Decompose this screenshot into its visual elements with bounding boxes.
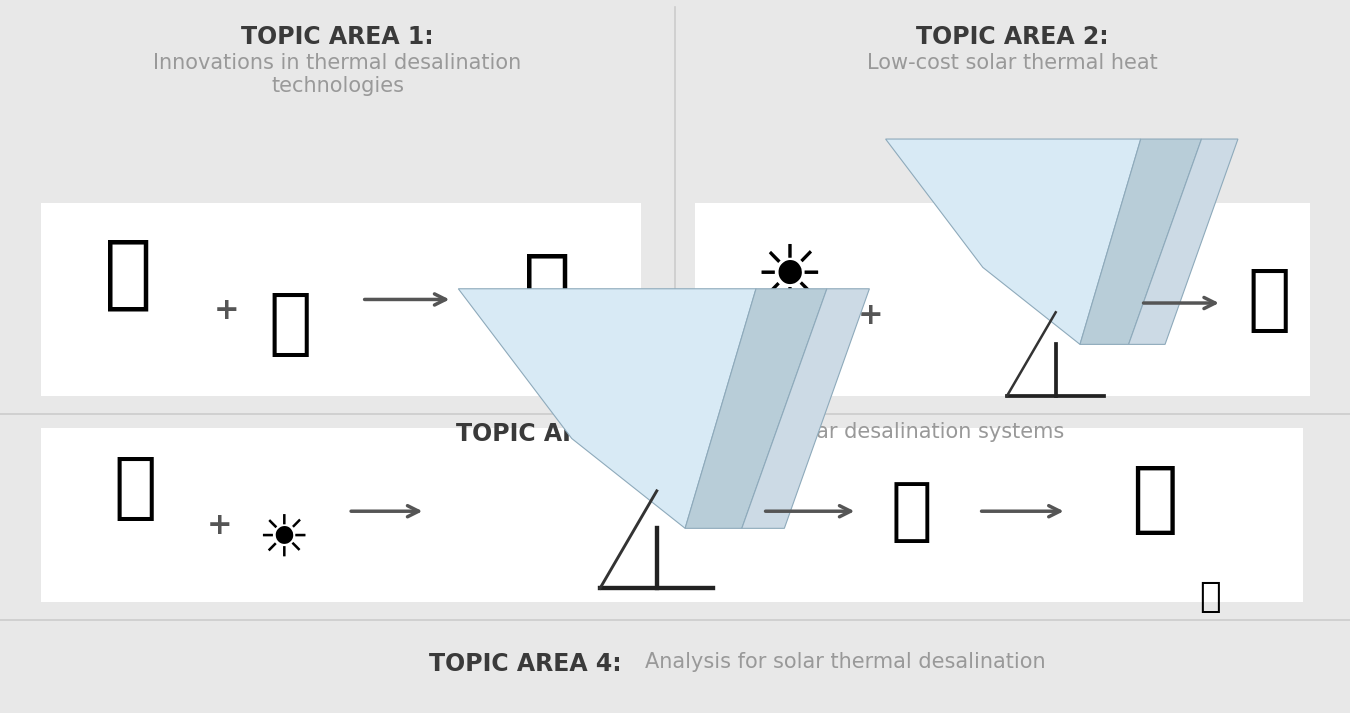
Polygon shape: [1129, 139, 1238, 344]
Polygon shape: [1080, 139, 1202, 344]
Text: +: +: [208, 511, 232, 540]
Text: ☀: ☀: [258, 511, 309, 568]
Text: TOPIC AREA 1:: TOPIC AREA 1:: [242, 25, 433, 49]
FancyBboxPatch shape: [40, 428, 1303, 602]
Text: TOPIC AREA 3:: TOPIC AREA 3:: [456, 422, 649, 446]
Text: Low-cost solar thermal heat: Low-cost solar thermal heat: [867, 53, 1158, 73]
FancyBboxPatch shape: [40, 203, 641, 396]
Text: 🚰: 🚰: [522, 250, 571, 328]
Text: ☀: ☀: [755, 240, 825, 316]
Text: 🌊: 🌊: [104, 235, 153, 314]
Text: 💧: 💧: [582, 369, 606, 408]
Text: 🔥: 🔥: [891, 478, 931, 545]
Text: technologies: technologies: [271, 76, 404, 96]
Text: Innovations in thermal desalination: Innovations in thermal desalination: [154, 53, 521, 73]
Polygon shape: [741, 289, 869, 528]
FancyBboxPatch shape: [695, 203, 1310, 396]
Text: 🚰: 🚰: [1131, 461, 1177, 537]
Polygon shape: [459, 289, 756, 528]
Text: TOPIC AREA 4:: TOPIC AREA 4:: [429, 652, 622, 677]
Text: Integrated solar desalination systems: Integrated solar desalination systems: [671, 422, 1064, 442]
Polygon shape: [886, 139, 1141, 344]
Text: Analysis for solar thermal desalination: Analysis for solar thermal desalination: [645, 652, 1046, 672]
Text: +: +: [859, 301, 883, 329]
Text: 💧: 💧: [1199, 580, 1220, 614]
Polygon shape: [686, 289, 826, 528]
Text: 🔥: 🔥: [1247, 267, 1291, 335]
Text: 🔥: 🔥: [269, 290, 312, 359]
Text: TOPIC AREA 2:: TOPIC AREA 2:: [917, 25, 1108, 49]
Text: +: +: [215, 296, 239, 324]
Text: 🌊: 🌊: [113, 454, 157, 523]
